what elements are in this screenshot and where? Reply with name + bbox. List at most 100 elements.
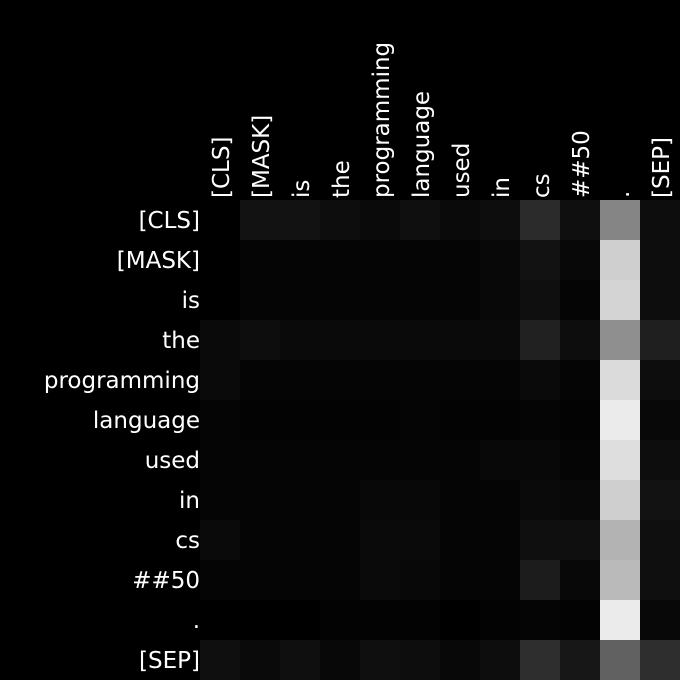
heatmap-cell-r4-c4	[360, 360, 400, 400]
heatmap-cell-r1-c6	[440, 240, 480, 280]
heatmap-cell-r1-c11	[640, 240, 680, 280]
heatmap-cell-r7-c11	[640, 480, 680, 520]
heatmap-cell-r7-c1	[240, 480, 280, 520]
heatmap-cell-r4-c2	[280, 360, 320, 400]
heatmap-cell-r1-c4	[360, 240, 400, 280]
heatmap-cell-r3-c1	[240, 320, 280, 360]
heatmap-cell-r0-c8	[520, 200, 560, 240]
y-tick-label-mask-1: [MASK]	[117, 248, 200, 274]
heatmap-cell-r2-c11	[640, 280, 680, 320]
heatmap-cell-r3-c5	[400, 320, 440, 360]
heatmap-cell-r6-c1	[240, 440, 280, 480]
heatmap-cell-r8-c11	[640, 520, 680, 560]
x-tick-label-language-5: language	[409, 91, 435, 198]
heatmap-cell-r3-c4	[360, 320, 400, 360]
heatmap-cell-r10-c1	[240, 600, 280, 640]
heatmap-cell-r5-c2	[280, 400, 320, 440]
heatmap-cell-r4-c6	[440, 360, 480, 400]
x-tick-label-cls-0: [CLS]	[209, 137, 235, 198]
heatmap-cell-r2-c8	[520, 280, 560, 320]
heatmap-cell-r7-c0	[200, 480, 240, 520]
heatmap-cell-r10-c8	[520, 600, 560, 640]
heatmap-cell-r0-c4	[360, 200, 400, 240]
heatmap-cell-r0-c1	[240, 200, 280, 240]
heatmap-cell-r3-c2	[280, 320, 320, 360]
heatmap-cell-r2-c9	[560, 280, 600, 320]
heatmap-cell-r1-c1	[240, 240, 280, 280]
heatmap-cell-r7-c5	[400, 480, 440, 520]
heatmap-cell-r10-c9	[560, 600, 600, 640]
heatmap-cell-r7-c4	[360, 480, 400, 520]
x-axis-tick-labels: [CLS] [MASK] is the programming language used i…	[209, 42, 675, 198]
heatmap-cell-r7-c3	[320, 480, 360, 520]
x-tick-label-used-6: used	[449, 143, 475, 198]
heatmap-cell-r1-c0	[200, 240, 240, 280]
heatmap-cell-r2-c6	[440, 280, 480, 320]
heatmap-cell-r0-c0	[200, 200, 240, 240]
heatmap-cell-r4-c3	[320, 360, 360, 400]
heatmap-cell-r0-c6	[440, 200, 480, 240]
heatmap-cell-r8-c8	[520, 520, 560, 560]
y-tick-label-cls-0: [CLS]	[139, 208, 200, 234]
heatmap-cell-r11-c4	[360, 640, 400, 680]
x-tick-label-sep-11: [SEP]	[649, 137, 675, 198]
heatmap-cell-r9-c11	[640, 560, 680, 600]
heatmap-cell-r6-c5	[400, 440, 440, 480]
heatmap-cell-r2-c7	[480, 280, 520, 320]
heatmap-cell-r11-c11	[640, 640, 680, 680]
heatmap-cell-r4-c11	[640, 360, 680, 400]
x-tick-label-the-3: the	[329, 160, 355, 198]
x-tick-label-is-2: is	[289, 180, 315, 198]
heatmap-cell-r6-c9	[560, 440, 600, 480]
x-tick-label-50-9: ##50	[569, 130, 595, 198]
heatmap-cell-r0-c2	[280, 200, 320, 240]
heatmap-cell-r11-c0	[200, 640, 240, 680]
x-tick-label-programming-4: programming	[369, 42, 395, 198]
heatmap-cell-r7-c7	[480, 480, 520, 520]
heatmap-cell-r5-c8	[520, 400, 560, 440]
heatmap-cell-r10-c5	[400, 600, 440, 640]
heatmap-cell-r1-c10	[600, 240, 640, 280]
heatmap-cell-r10-c11	[640, 600, 680, 640]
heatmap-cell-r9-c6	[440, 560, 480, 600]
heatmap-cell-r11-c5	[400, 640, 440, 680]
heatmap-cell-r10-c0	[200, 600, 240, 640]
heatmap-cell-r10-c3	[320, 600, 360, 640]
y-tick-label-period-10: .	[193, 608, 200, 634]
heatmap-cell-r4-c10	[600, 360, 640, 400]
heatmap-cell-r6-c4	[360, 440, 400, 480]
heatmap-cell-r8-c9	[560, 520, 600, 560]
heatmap-cell-r3-c3	[320, 320, 360, 360]
heatmap-cell-r9-c5	[400, 560, 440, 600]
heatmap-cell-r5-c5	[400, 400, 440, 440]
heatmap-cell-r0-c10	[600, 200, 640, 240]
y-tick-label-used-6: used	[145, 448, 200, 474]
heatmap-cell-r8-c4	[360, 520, 400, 560]
heatmap-cell-r7-c10	[600, 480, 640, 520]
x-tick-label-mask-1: [MASK]	[249, 115, 275, 198]
heatmap-cell-r5-c0	[200, 400, 240, 440]
heatmap-cell-r7-c9	[560, 480, 600, 520]
heatmap-cell-r9-c2	[280, 560, 320, 600]
heatmap-cell-r2-c5	[400, 280, 440, 320]
heatmap-cell-r9-c0	[200, 560, 240, 600]
heatmap-cell-r1-c5	[400, 240, 440, 280]
heatmap-cell-r5-c4	[360, 400, 400, 440]
x-tick-label-period-10: .	[609, 191, 635, 198]
heatmap-cell-r11-c1	[240, 640, 280, 680]
heatmap-cell-r11-c9	[560, 640, 600, 680]
heatmap-cell-r3-c10	[600, 320, 640, 360]
heatmap-cell-r5-c10	[600, 400, 640, 440]
heatmap-cell-r1-c7	[480, 240, 520, 280]
heatmap-cell-r7-c8	[520, 480, 560, 520]
heatmap-cell-r3-c11	[640, 320, 680, 360]
heatmap-cell-r6-c0	[200, 440, 240, 480]
heatmap-cell-r10-c2	[280, 600, 320, 640]
heatmap-cell-r5-c11	[640, 400, 680, 440]
heatmap-cell-r3-c9	[560, 320, 600, 360]
heatmap-cell-r1-c2	[280, 240, 320, 280]
heatmap-cell-r0-c7	[480, 200, 520, 240]
heatmap-cell-r1-c8	[520, 240, 560, 280]
heatmap-cell-r11-c10	[600, 640, 640, 680]
y-axis-tick-labels: [CLS] [MASK] is the programming language used i…	[44, 208, 200, 674]
